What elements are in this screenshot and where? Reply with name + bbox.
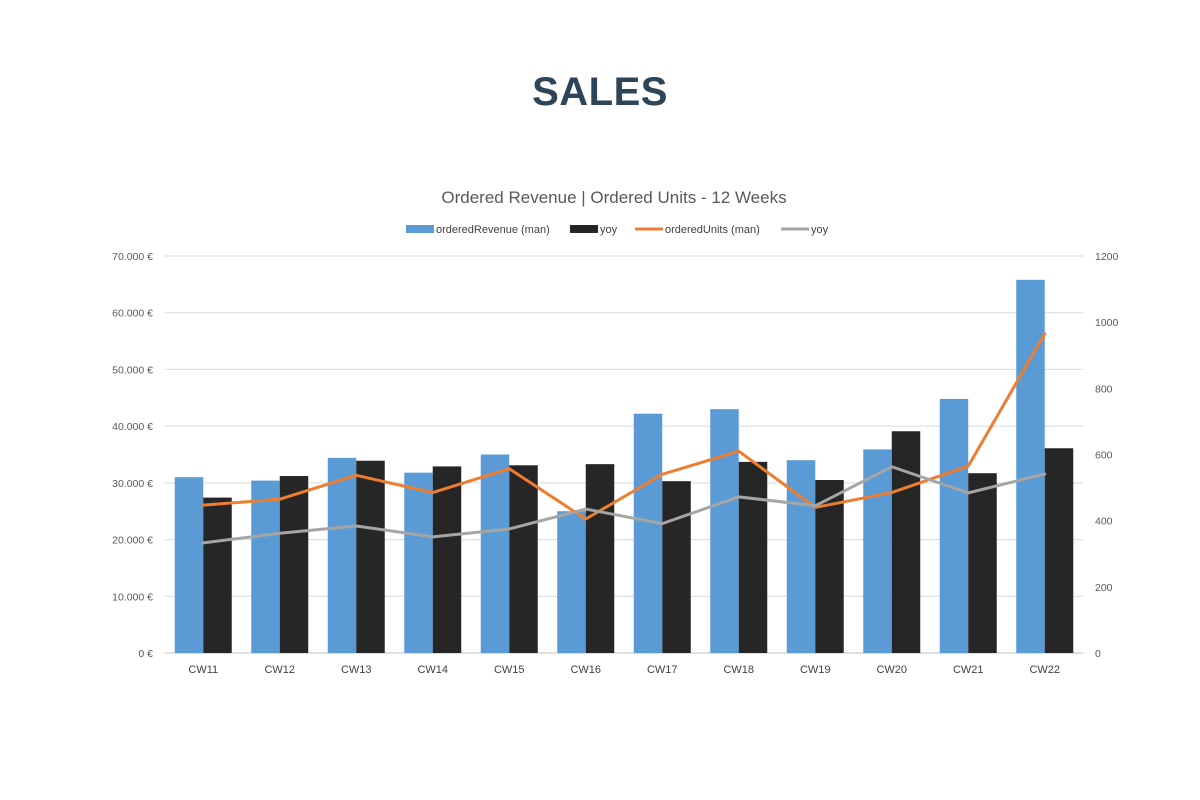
gridlines — [165, 255, 1083, 654]
bar-ordered-revenue — [174, 477, 204, 653]
legend-label: orderedUnits (man) — [665, 224, 760, 236]
y-right-tick-label: 0 — [1095, 648, 1101, 660]
bar-yoy-revenue — [203, 497, 232, 653]
y-left-tick-label: 50.000 € — [112, 364, 153, 376]
bar-yoy-revenue — [585, 464, 615, 653]
bar-ordered-revenue — [557, 511, 586, 653]
x-tick-label: CW12 — [264, 664, 295, 676]
bar-yoy-revenue — [356, 460, 385, 653]
line-yoy-units — [201, 465, 1047, 545]
y-left-tick-label: 70.000 € — [112, 251, 153, 263]
legend-swatch — [406, 225, 434, 233]
bar-yoy-revenue — [738, 461, 768, 653]
bar-ordered-revenue — [327, 457, 357, 653]
legend: orderedRevenue (man) yoy orderedUnits (man… — [406, 224, 829, 236]
y-left-tick-label: 60.000 € — [112, 308, 153, 320]
y-right-tick-label: 600 — [1095, 450, 1113, 462]
x-tick-label: CW18 — [723, 664, 754, 676]
legend-label: orderedRevenue (man) — [436, 224, 550, 236]
y-left-tick-label: 0 € — [138, 648, 153, 660]
bar-yoy-revenue — [662, 481, 691, 653]
bar-yoy-revenue — [432, 466, 462, 653]
y-right-tick-label: 800 — [1095, 383, 1113, 395]
line-ordered-units — [201, 332, 1047, 521]
y-left-tick-label: 20.000 € — [112, 535, 153, 547]
x-tick-label: CW15 — [494, 664, 525, 676]
bar-ordered-revenue — [1016, 279, 1045, 653]
y-left-tick-label: 30.000 € — [112, 478, 153, 490]
legend-label: yoy — [600, 224, 618, 236]
legend-label: yoy — [811, 224, 829, 236]
y-right-tick-label: 400 — [1095, 516, 1113, 528]
x-axis: CW11 CW12 CW13 CW14 CW15 CW16 CW17 CW18 CW19 CW20… — [188, 664, 1060, 676]
y-right-tick-label: 1000 — [1095, 317, 1119, 329]
bar-ordered-revenue — [633, 413, 663, 653]
bar-ordered-revenue — [710, 409, 739, 653]
x-tick-label: CW14 — [417, 664, 448, 676]
x-tick-label: CW17 — [647, 664, 678, 676]
bar-yoy-revenue — [815, 480, 844, 653]
x-tick-label: CW13 — [341, 664, 372, 676]
x-tick-label: CW19 — [800, 664, 831, 676]
y-axis-left: 0 € 10.000 € 20.000 € 30.000 € 40.000 € 50.00… — [112, 251, 153, 660]
y-right-tick-label: 1200 — [1095, 251, 1119, 263]
bar-ordered-revenue — [404, 472, 433, 653]
legend-swatch — [570, 225, 598, 233]
bar-ordered-revenue — [939, 398, 969, 653]
bar-ordered-revenue — [863, 449, 892, 653]
bar-yoy-revenue — [509, 465, 538, 653]
bar-yoy-revenue — [279, 476, 309, 653]
bar-ordered-revenue — [480, 454, 510, 653]
y-left-tick-label: 40.000 € — [112, 421, 153, 433]
x-tick-label: CW11 — [188, 664, 218, 676]
page-title: SALES — [532, 70, 668, 114]
bar-yoy-revenue — [891, 431, 921, 653]
x-tick-label: CW21 — [953, 664, 984, 676]
x-tick-label: CW16 — [570, 664, 601, 676]
lines — [201, 332, 1047, 545]
bar-ordered-revenue — [251, 480, 280, 653]
y-axis-right: 0 200 400 600 800 1000 1200 — [1095, 251, 1119, 660]
chart-title: Ordered Revenue | Ordered Units - 12 Wee… — [441, 188, 786, 207]
bar-yoy-revenue — [968, 473, 997, 653]
bar-ordered-revenue — [786, 460, 816, 653]
x-tick-label: CW22 — [1029, 664, 1060, 676]
y-left-tick-label: 10.000 € — [112, 591, 153, 603]
x-tick-label: CW20 — [876, 664, 907, 676]
bars — [174, 279, 1074, 653]
y-right-tick-label: 200 — [1095, 582, 1113, 594]
bar-yoy-revenue — [1044, 448, 1074, 653]
